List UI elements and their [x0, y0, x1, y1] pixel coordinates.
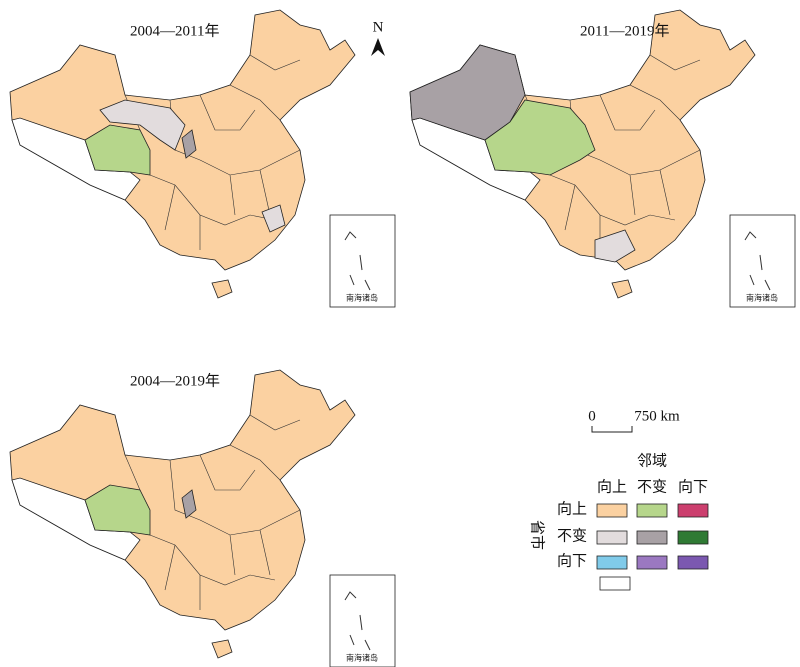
map-title: 2004—2011年 — [130, 22, 219, 39]
legend-swatch — [636, 503, 668, 518]
north-label: N — [373, 19, 384, 35]
no-data-swatch — [599, 576, 631, 591]
legend-swatch — [596, 530, 628, 545]
inset-label: 南海诸岛 — [346, 653, 378, 663]
legend-swatch — [636, 530, 668, 545]
legend-row-title: 省市 — [529, 520, 546, 550]
north-arrow — [371, 38, 385, 56]
map-1: 2004—2011年 南海诸岛 N — [9, 9, 396, 308]
legend-column-label: 向上 — [597, 478, 627, 495]
inset-label: 南海诸岛 — [346, 293, 378, 303]
map-title: 2004—2019年 — [130, 372, 220, 389]
legend-swatch — [636, 555, 668, 570]
map-2: 2011—2019年 南海诸岛 — [409, 9, 796, 308]
legend-swatch — [596, 555, 628, 570]
map-3: 2004—2019年 南海诸岛 — [9, 369, 396, 667]
legend-row-label: 向上 — [557, 500, 587, 517]
legend-swatch — [677, 555, 709, 570]
scale-label: 750 km — [634, 408, 680, 424]
legend-row-label: 不变 — [557, 527, 587, 544]
inset-label: 南海诸岛 — [746, 293, 778, 303]
legend-swatch — [677, 530, 709, 545]
legend-swatch — [596, 503, 628, 518]
legend-column-label: 向下 — [678, 478, 708, 495]
legend-swatch — [677, 503, 709, 518]
map-title: 2011—2019年 — [580, 22, 669, 39]
scale-label: 0 — [588, 408, 596, 424]
scale-bar: 0 750 km — [588, 408, 680, 433]
legend-column-title: 邻域 — [637, 452, 667, 469]
legend-column-label: 不变 — [637, 478, 667, 495]
legend-row-label: 向下 — [557, 552, 587, 569]
